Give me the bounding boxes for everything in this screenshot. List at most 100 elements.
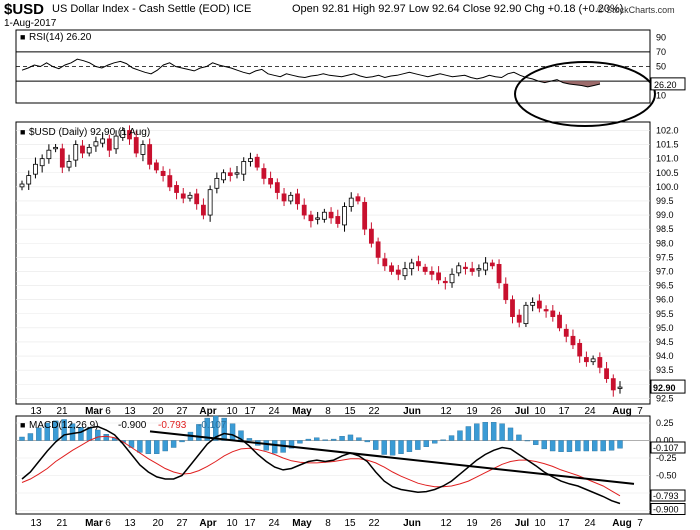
price-tick-label: 101.0	[656, 154, 679, 164]
price-candle-body	[590, 358, 596, 363]
price-candle-body	[449, 273, 455, 284]
price-x-tick-label: 24	[268, 406, 280, 417]
macd-histogram-bar	[415, 440, 421, 450]
macd-histogram-bar	[78, 427, 84, 441]
macd-histogram-bar	[524, 440, 531, 442]
price-current-value: 92.90	[653, 383, 676, 393]
macd-histogram-bar	[608, 440, 615, 451]
price-candle-body	[463, 266, 468, 270]
price-candle-body	[46, 149, 52, 160]
price-candle-body	[496, 264, 502, 284]
macd-histogram-bar	[145, 440, 152, 455]
price-x-tick-label: 22	[368, 406, 380, 417]
macd-histogram-bar	[406, 440, 413, 452]
macd-x-tick-label: Jun	[403, 518, 421, 529]
macd-x-tick-label: 8	[325, 518, 331, 529]
price-tick-label: 101.5	[656, 140, 679, 150]
rsi-annotation-ellipse	[514, 61, 656, 127]
price-candle-body	[140, 144, 146, 155]
macd-histogram-bar	[575, 440, 581, 452]
macd-histogram-bar	[69, 423, 76, 441]
macd-histogram-bar	[558, 440, 564, 452]
price-tick-label: 99.5	[656, 196, 674, 206]
price-x-tick-label: 17	[558, 406, 570, 417]
price-current-box	[650, 379, 686, 394]
macd-histogram-bar	[482, 422, 488, 441]
macd-histogram-bar	[617, 440, 623, 449]
macd-x-tick-label: 22	[368, 518, 380, 529]
price-candle-body	[174, 185, 179, 193]
macd-histogram-bar	[490, 422, 497, 441]
macd-hist-current-value: -0.107	[653, 443, 679, 453]
price-candle-body	[563, 328, 569, 337]
macd-histogram-bar	[600, 440, 606, 452]
macd-histogram-bar	[288, 440, 295, 449]
price-tick-label: 95.0	[656, 323, 674, 333]
price-candle-body	[194, 193, 200, 205]
price-legend-marker: ■	[20, 127, 25, 137]
price-candle-body	[570, 335, 576, 346]
macd-tick-label: -0.25	[656, 453, 677, 463]
price-candle-body	[456, 265, 462, 274]
macd-histogram-bar	[499, 423, 505, 441]
macd-histogram-bar	[457, 430, 463, 441]
price-candle-body	[80, 145, 85, 154]
macd-histogram-bar	[196, 424, 202, 441]
price-candle-body	[227, 172, 233, 176]
macd-x-tick-label: Aug	[612, 518, 631, 529]
chart-symbol: $USD	[4, 1, 45, 18]
price-label: $USD (Daily) 92.90 (1 Aug)	[29, 127, 150, 138]
rsi-tick-label: 90	[656, 32, 666, 42]
ohlc-summary: Open 92.81 High 92.97 Low 92.64 Close 92…	[292, 3, 624, 15]
price-candle-body	[402, 268, 408, 277]
macd-histogram-bar	[381, 440, 387, 455]
macd-histogram-bar	[162, 440, 168, 452]
price-x-tick-label: 26	[490, 406, 502, 417]
price-x-tick-label: 13	[124, 406, 136, 417]
rsi-label: RSI(14) 26.20	[29, 32, 92, 43]
price-candle-body	[254, 156, 260, 168]
price-x-tick-label: Jun	[403, 406, 421, 417]
price-candle-body	[133, 137, 139, 154]
rsi-current-value: 26.20	[654, 80, 677, 90]
price-candle-body	[342, 206, 347, 226]
price-tick-label: 102.0	[656, 125, 679, 135]
price-x-tick-label: 27	[176, 406, 188, 417]
macd-histogram-bar	[27, 433, 34, 441]
price-x-tick-label: 20	[152, 406, 164, 417]
macd-x-tick-label: 7	[637, 518, 643, 529]
rsi-oversold-shade	[22, 81, 600, 87]
price-candle-body	[429, 271, 435, 275]
macd-histogram-bar	[423, 440, 429, 447]
price-candle-body	[550, 310, 556, 317]
macd-histogram-bar	[364, 440, 371, 443]
price-candle-body	[321, 211, 327, 220]
price-tick-label: 98.5	[656, 224, 674, 234]
price-candle-body	[375, 241, 381, 258]
price-candle-body	[530, 302, 536, 306]
macd-signal-current-value: -0.793	[653, 491, 679, 501]
macd-histogram-bar	[103, 434, 109, 441]
macd-histogram-bar	[507, 427, 514, 441]
macd-x-tick-label: 27	[176, 518, 188, 529]
price-candle-body	[355, 196, 361, 202]
price-x-tick-label: 17	[244, 406, 256, 417]
macd-trendline	[149, 430, 635, 485]
price-tick-label: 96.0	[656, 295, 674, 305]
macd-histogram-bar	[213, 415, 219, 441]
macd-histogram-bar	[52, 420, 59, 441]
macd-histogram-bar	[373, 440, 379, 450]
price-candle-body	[308, 214, 314, 222]
macd-legend-marker: ■	[20, 420, 25, 430]
macd-x-tick-label: 13	[30, 518, 42, 529]
macd-histogram-bar	[533, 440, 539, 445]
price-candle-body	[248, 158, 253, 162]
price-candle-body	[469, 268, 475, 272]
price-candle-body	[153, 162, 159, 171]
macd-current-value: -0.900	[653, 505, 679, 515]
price-tick-label: 92.5	[656, 393, 674, 403]
price-candle-body	[543, 309, 549, 312]
macd-x-tick-label: Mar	[85, 518, 103, 529]
macd-x-tick-label: 12	[440, 518, 452, 529]
